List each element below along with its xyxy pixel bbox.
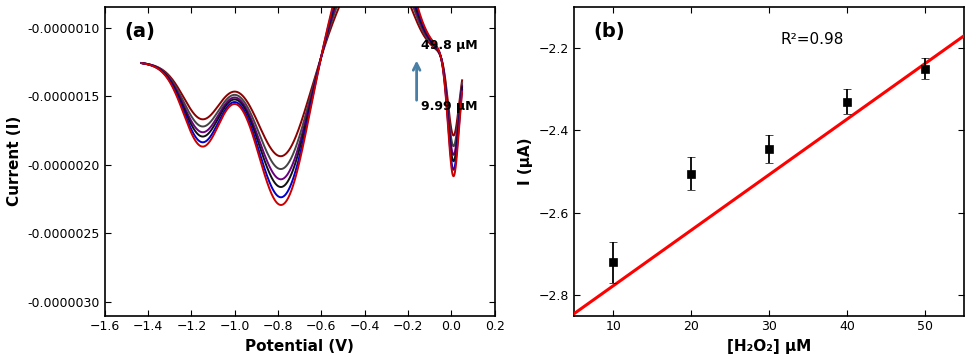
Text: (b): (b): [593, 22, 625, 42]
Y-axis label: Current (I): Current (I): [7, 116, 22, 206]
Y-axis label: I (μA): I (μA): [519, 138, 533, 185]
X-axis label: [H₂O₂] μM: [H₂O₂] μM: [727, 339, 811, 354]
Text: 9.99 μM: 9.99 μM: [421, 100, 478, 113]
Text: 49.8 μM: 49.8 μM: [421, 39, 478, 52]
X-axis label: Potential (V): Potential (V): [246, 339, 354, 354]
Text: R²=0.98: R²=0.98: [781, 32, 844, 47]
Text: (a): (a): [124, 22, 155, 42]
